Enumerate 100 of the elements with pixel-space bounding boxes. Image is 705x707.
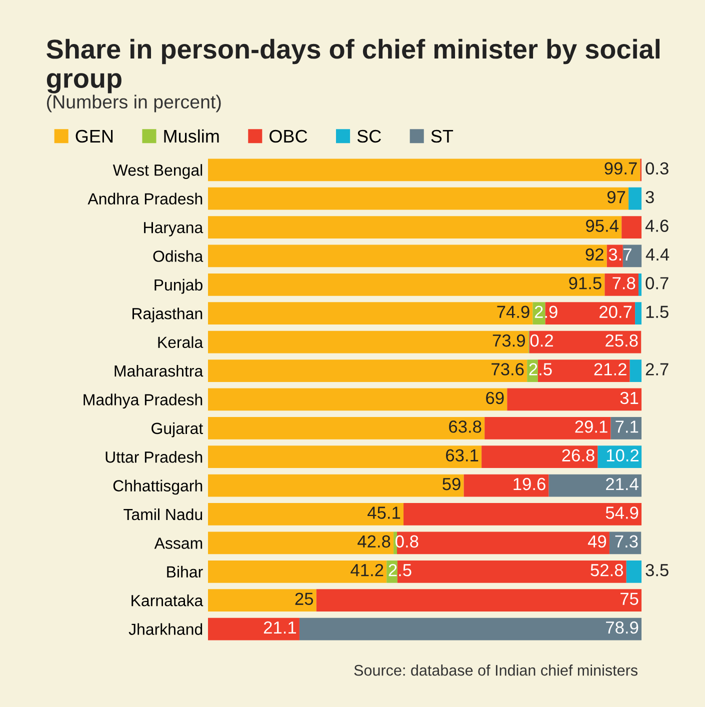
data-label: 73.9	[492, 334, 525, 347]
data-label: 91.5	[569, 277, 602, 290]
y-tick-label: Haryana	[144, 222, 204, 236]
y-tick-label: Andhra Pradesh	[88, 192, 202, 205]
data-label: 52.8	[590, 564, 624, 576]
bar	[628, 187, 642, 210]
bar	[604, 273, 639, 296]
data-label: 41.2	[350, 564, 384, 576]
data-label: 7.3	[615, 535, 638, 548]
bar	[507, 388, 642, 411]
y-tick-label: Karnataka	[132, 594, 204, 606]
y-tick-label: Gujarat	[152, 422, 203, 438]
y-tick-label: West Bengal	[112, 164, 202, 179]
bar	[208, 158, 640, 182]
data-label: 10.2	[606, 449, 639, 462]
bar	[464, 474, 549, 497]
data-label: 7.8	[612, 277, 636, 290]
data-label: 73.6	[492, 363, 524, 376]
bar	[316, 589, 642, 612]
y-tick-label: Maharashtra	[114, 364, 204, 377]
bar	[548, 474, 642, 497]
bar	[404, 503, 642, 526]
data-label: 21.4	[606, 478, 638, 490]
bar	[630, 360, 642, 382]
y-tick-label: Chhattisgarh	[113, 480, 202, 495]
data-label: 21.1	[264, 621, 296, 634]
bar	[638, 273, 642, 296]
bar	[397, 532, 610, 554]
bar	[208, 503, 404, 526]
y-tick-label: Bihar	[167, 566, 203, 578]
data-label: 63.1	[446, 449, 478, 462]
y-tick-label: Rajasthan	[132, 308, 202, 322]
bar	[208, 273, 605, 296]
legend-label: OBC	[270, 130, 308, 143]
data-label: 7.1	[616, 420, 638, 433]
data-label: 95.4	[586, 220, 618, 232]
y-tick-label: Odisha	[153, 250, 204, 262]
chart-subtitle: (Numbers in percent)	[46, 94, 221, 112]
data-label: 78.9	[606, 621, 638, 634]
bar	[208, 216, 622, 238]
data-label: 59	[442, 478, 460, 490]
y-tick-label: Punjab	[154, 278, 202, 294]
y-tick-label: Assam	[154, 538, 202, 549]
bar	[626, 560, 642, 583]
bar	[529, 330, 642, 354]
data-label: 4.4	[646, 248, 670, 260]
data-label: 0.3	[646, 162, 668, 175]
data-label: 45.1	[368, 506, 400, 519]
data-label: 92	[586, 248, 604, 261]
bar	[484, 416, 611, 440]
data-label: 25.8	[606, 334, 638, 347]
data-label: 75	[620, 592, 638, 605]
legend-label: Muslim	[164, 129, 219, 143]
bar	[208, 532, 394, 554]
bar	[208, 474, 464, 497]
bar	[622, 216, 642, 238]
data-label: 21.2	[594, 363, 626, 376]
bar	[299, 618, 642, 640]
data-label: 97	[607, 190, 626, 204]
data-label: 3.5	[646, 564, 668, 576]
bar	[208, 302, 533, 325]
bar	[208, 244, 607, 268]
data-label: 4.6	[645, 220, 668, 232]
y-tick-label: Jharkhand	[128, 623, 202, 635]
y-tick-label: Tamil Nadu	[124, 508, 202, 520]
bar	[208, 360, 528, 382]
data-label: 63.8	[449, 420, 482, 433]
legend-label: SC	[357, 130, 381, 143]
bar	[208, 416, 485, 440]
bar	[208, 560, 387, 583]
data-label: 99.7	[604, 162, 637, 175]
bar	[208, 589, 316, 612]
bar	[482, 446, 598, 468]
legend-label: GEN	[76, 130, 113, 143]
y-tick-label: Uttar Pradesh	[106, 451, 202, 463]
data-label: 20.7	[600, 306, 632, 318]
data-label: 2.7	[646, 363, 668, 376]
data-label: 29.1	[575, 420, 608, 433]
y-tick-label: Madhya Pradesh	[84, 394, 202, 409]
data-label: 42.8	[358, 535, 390, 548]
bar	[609, 532, 642, 554]
bar	[208, 187, 629, 210]
data-label: 0.2	[530, 334, 553, 347]
source-note: Source: database of Indian chief ministers	[354, 664, 638, 676]
data-label: 74.9	[497, 306, 530, 318]
data-label: 0.7	[646, 277, 668, 290]
data-label: 1.5	[646, 306, 668, 318]
bar	[208, 446, 482, 468]
data-label: 25	[295, 592, 314, 605]
y-tick-label: Kerala	[158, 336, 204, 348]
data-label: 26.8	[562, 449, 594, 462]
bar	[208, 330, 528, 354]
chart-title: Share in person-days of chief minister by social group	[46, 38, 660, 94]
bar	[635, 302, 642, 325]
bar	[208, 618, 300, 640]
bar	[610, 416, 642, 440]
data-label: 54.9	[606, 506, 638, 519]
legend-label: ST	[431, 130, 454, 143]
data-label: 69	[486, 392, 504, 404]
bar	[208, 388, 508, 411]
